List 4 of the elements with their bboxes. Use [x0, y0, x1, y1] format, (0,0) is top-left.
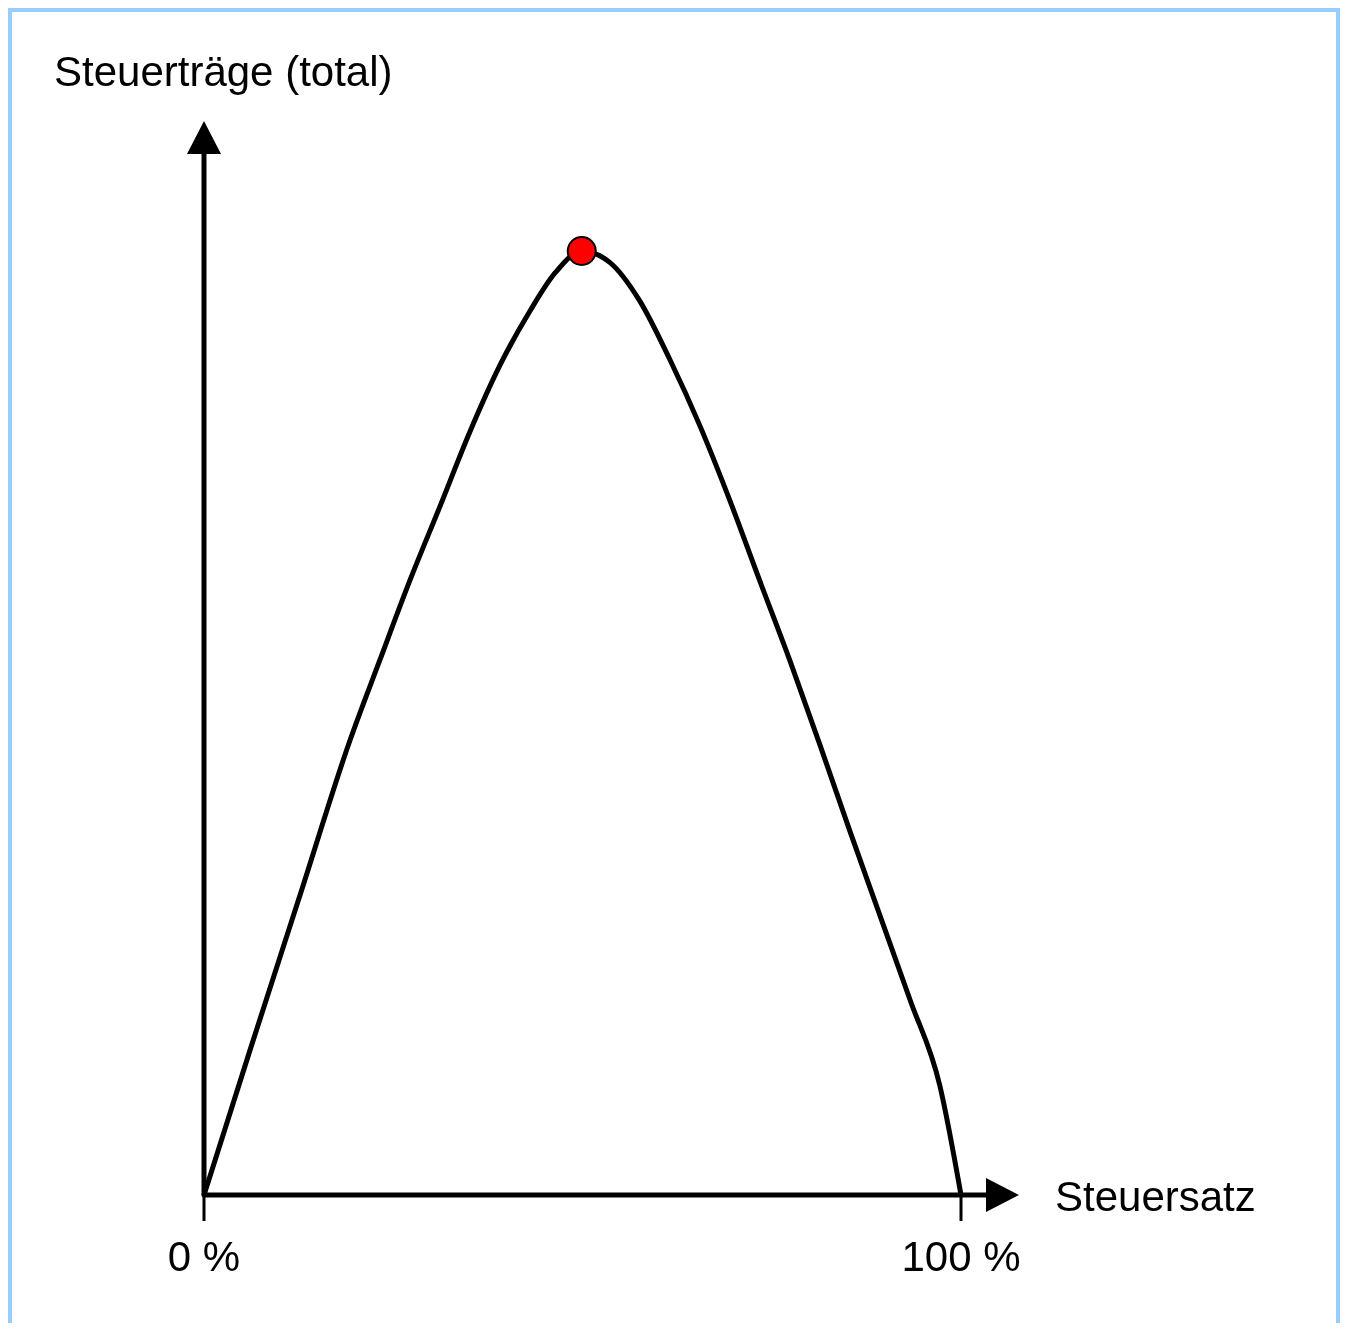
x-axis-title: Steuersatz — [1055, 1173, 1256, 1220]
y-axis-title: Steuerträge (total) — [54, 48, 393, 95]
x-tick-label: 0 % — [167, 1233, 241, 1280]
x-tick-label: 100 % — [901, 1233, 1021, 1280]
